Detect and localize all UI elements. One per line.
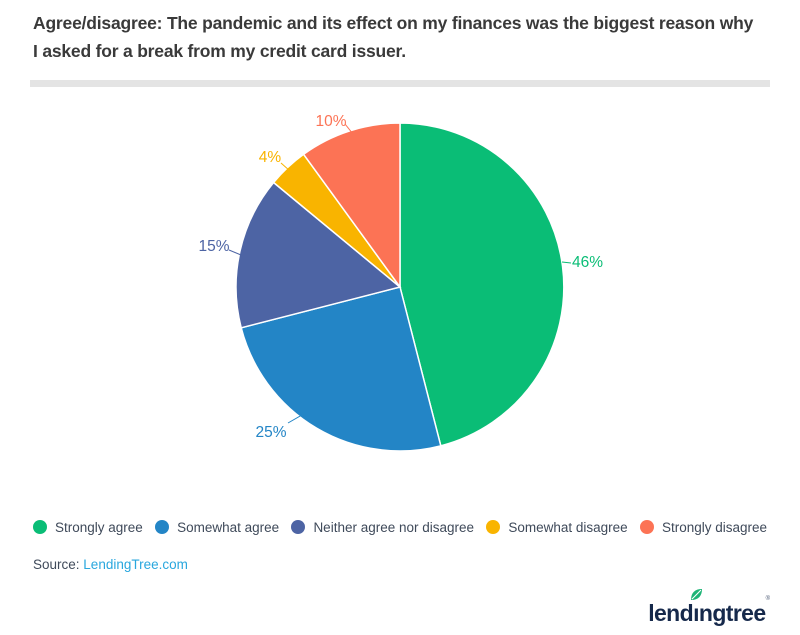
logo-wordmark: lendı ngtree [648, 589, 766, 626]
pie-data-label-strongly-agree: 46% [572, 254, 603, 271]
pie-label-connector-somewhat-agree [287, 414, 318, 427]
pie-slice-neither-agree-nor-disagree[interactable] [235, 181, 402, 329]
pie-slice-strongly-disagree[interactable] [302, 122, 401, 290]
pie-label-connector-strongly-disagree [344, 123, 354, 135]
pie-label-connector-neither-agree-nor-disagree [228, 249, 242, 256]
lendingtree-logo: lendı ngtree ® [648, 589, 770, 626]
legend-dot-somewhat-agree [155, 520, 170, 534]
legend-item-somewhat-disagree[interactable]: Somewhat disagree [486, 519, 628, 535]
source-link[interactable]: LendingTree.com [83, 557, 188, 572]
pie-data-label-strongly-disagree: 10% [315, 113, 346, 130]
pie-data-label-somewhat-agree: 25% [255, 424, 286, 441]
pie-chart: 46% 25% 15% 4% 10% [198, 113, 603, 452]
logo-trademark: ® [765, 596, 770, 602]
legend-item-neither-agree-nor-disagree[interactable]: Neither agree nor disagree [291, 520, 474, 535]
chart-title: Agree/disagree: The pandemic and its eff… [33, 13, 754, 61]
legend-item-strongly-disagree[interactable]: Strongly disagree [639, 519, 767, 535]
pie-label-connector-strongly-agree [561, 261, 572, 264]
chart-legend: Strongly agree Somewhat agree Neither agre… [33, 514, 767, 540]
legend-dot-somewhat-disagree [486, 520, 501, 534]
pie-slice-strongly-agree[interactable] [399, 122, 565, 447]
legend-item-strongly-agree[interactable]: Strongly agree [33, 520, 143, 535]
legend-dot-strongly-agree [33, 520, 47, 534]
source-label: Source: [33, 557, 80, 572]
pie-slice-somewhat-agree[interactable] [240, 286, 442, 452]
pie-data-label-somewhat-disagree: 4% [259, 149, 282, 166]
legend-dot-strongly-disagree [639, 520, 654, 534]
legend-label: Somewhat agree [177, 519, 280, 535]
legend-item-somewhat-agree[interactable]: Somewhat agree [155, 520, 279, 535]
pie-data-label-neither-agree-nor-disagree: 15% [198, 238, 229, 255]
legend-label: Somewhat disagree [508, 519, 628, 535]
legend-label: Strongly disagree [661, 519, 767, 535]
legend-label: Strongly agree [55, 519, 143, 535]
legend-dot-neither-agree-nor-disagree [291, 520, 306, 534]
leaf-icon [691, 589, 703, 600]
pie-label-connector-somewhat-disagree [280, 162, 291, 172]
legend-label: Neither agree nor disagree [313, 519, 475, 535]
title-divider-bar [30, 80, 770, 87]
source-line: Source: LendingTree.com [33, 557, 188, 572]
